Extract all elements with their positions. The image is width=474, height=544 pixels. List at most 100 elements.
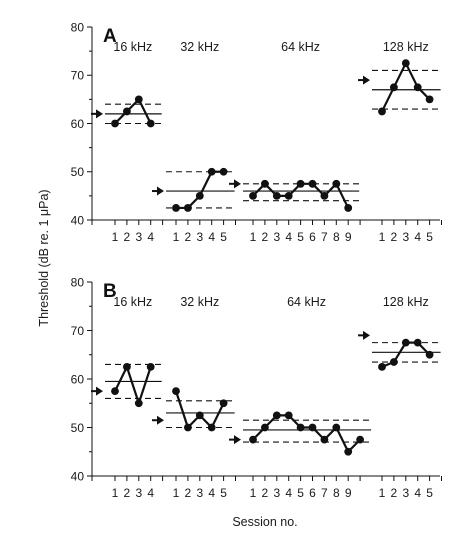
- session-tick-label: 4: [147, 486, 154, 500]
- data-point: [413, 338, 422, 347]
- data-point: [344, 204, 353, 212]
- arrow-head: [363, 330, 370, 340]
- data-point: [146, 362, 155, 371]
- data-point: [401, 59, 410, 68]
- session-tick-label: 2: [391, 486, 398, 500]
- data-point: [272, 191, 281, 200]
- data-point: [378, 107, 386, 116]
- y-tick-label: 80: [71, 20, 85, 34]
- session-tick-label: 4: [147, 230, 154, 244]
- session-tick-label: 3: [135, 230, 142, 244]
- group-128-khz: 128 kHz 1 2 3 4 5: [358, 40, 442, 244]
- data-point: [261, 423, 269, 432]
- frequency-label: 16 kHz: [113, 295, 152, 309]
- session-tick-label: 2: [124, 486, 131, 500]
- session-tick-label: 1: [250, 230, 257, 244]
- series-line: [114, 98, 152, 125]
- session-tick-label: 4: [208, 486, 215, 500]
- group-32-khz: 32 kHz 1 2 3 4 5: [152, 295, 236, 500]
- data-point: [284, 191, 293, 200]
- data-point: [195, 191, 204, 200]
- x-axis-title: Session no.: [232, 515, 297, 529]
- session-tick-label: 6: [309, 486, 316, 500]
- session-tick-label: 3: [135, 486, 142, 500]
- series-line: [174, 390, 225, 429]
- data-point: [296, 179, 305, 188]
- session-tick-label: 2: [262, 486, 269, 500]
- session-tick-label: 8: [333, 230, 340, 244]
- session-tick-label: 5: [426, 486, 433, 500]
- data-point: [425, 350, 434, 359]
- arrow-head: [96, 109, 103, 119]
- session-tick-label: 1: [173, 486, 180, 500]
- arrow-head: [157, 186, 164, 196]
- session-tick-label: 5: [297, 486, 304, 500]
- panel-letter: A: [103, 26, 117, 47]
- data-point: [111, 119, 119, 128]
- data-point: [146, 119, 155, 128]
- y-tick-label: 70: [71, 69, 85, 83]
- session-tick-label: 9: [345, 230, 352, 244]
- session-tick-label: 3: [273, 486, 280, 500]
- session-tick-label: 5: [297, 230, 304, 244]
- arrow-head: [234, 435, 241, 445]
- session-tick-label: 4: [414, 486, 421, 500]
- session-tick-label: 5: [426, 230, 433, 244]
- data-point: [249, 435, 257, 444]
- frequency-label: 64 kHz: [281, 40, 320, 54]
- session-tick-label: 4: [285, 230, 292, 244]
- session-tick-label: 3: [402, 230, 409, 244]
- session-tick-label: 3: [402, 486, 409, 500]
- data-point: [134, 399, 143, 408]
- data-point: [123, 362, 131, 371]
- series-line: [252, 414, 361, 453]
- arrow-head: [363, 75, 370, 85]
- data-point: [195, 411, 204, 420]
- group-16-khz: 16 kHz 1 2 3 4: [91, 295, 164, 500]
- session-tick-label: 9: [345, 486, 352, 500]
- frequency-label: 32 kHz: [180, 295, 219, 309]
- y-tick-label: 80: [71, 275, 85, 289]
- session-tick-label: 4: [208, 230, 215, 244]
- group-16-khz: 16 kHz 1 2 3 4: [91, 40, 164, 244]
- frequency-label: 128 kHz: [383, 295, 429, 309]
- data-point: [320, 191, 329, 200]
- group-64-khz: 64 kHz 1 2 3 4 5 6 7 8 9: [229, 40, 361, 244]
- data-point: [184, 204, 192, 212]
- data-point: [425, 95, 434, 104]
- session-tick-label: 1: [250, 486, 257, 500]
- y-tick-label: 60: [71, 117, 85, 131]
- session-tick-label: 2: [262, 230, 269, 244]
- data-point: [344, 447, 353, 456]
- data-point: [123, 107, 131, 116]
- data-point: [356, 435, 364, 444]
- data-point: [219, 399, 228, 408]
- data-point: [320, 435, 329, 444]
- session-tick-label: 3: [196, 486, 203, 500]
- session-tick-label: 2: [124, 230, 131, 244]
- data-point: [332, 179, 341, 188]
- data-point: [249, 191, 257, 200]
- frequency-label: 64 kHz: [287, 295, 326, 309]
- data-point: [296, 423, 305, 432]
- data-point: [184, 423, 192, 432]
- data-point: [413, 83, 422, 92]
- session-tick-label: 1: [112, 230, 119, 244]
- session-tick-label: 1: [173, 230, 180, 244]
- data-point: [378, 362, 386, 371]
- data-point: [172, 387, 180, 396]
- session-tick-label: 2: [185, 230, 192, 244]
- series-line: [176, 170, 224, 210]
- group-128-khz: 128 kHz 1 2 3 4 5: [358, 295, 442, 500]
- y-tick-label: 50: [71, 165, 85, 179]
- data-point: [284, 411, 293, 420]
- data-point: [172, 204, 180, 212]
- group-64-khz: 64 kHz 1 2 3 4 5 6 7 8 9: [229, 295, 372, 500]
- session-tick-label: 1: [112, 486, 119, 500]
- frequency-label: 16 kHz: [113, 40, 152, 54]
- group-32-khz: 32 kHz 1 2 3 4 5: [152, 40, 236, 244]
- y-tick-label: 70: [71, 324, 85, 338]
- arrow-head: [234, 179, 241, 189]
- session-tick-label: 7: [321, 486, 328, 500]
